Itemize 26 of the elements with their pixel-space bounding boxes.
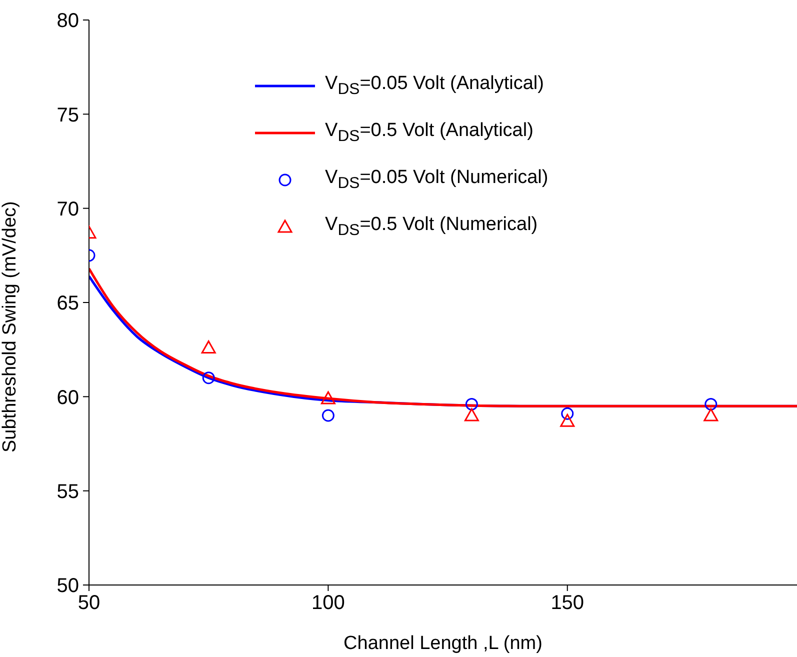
- point: [320, 391, 336, 404]
- y-tick-label: 55: [56, 480, 79, 503]
- y-tick-label: 70: [56, 198, 79, 220]
- point: [322, 409, 334, 422]
- x-axis-title: Channel Length ,L (nm): [344, 633, 542, 654]
- y-axis-title: Subthreshold Swing (mV/dec): [0, 201, 21, 452]
- y-tick-label: 80: [56, 10, 79, 32]
- point: [561, 407, 574, 420]
- x-tick-label: 150: [550, 592, 584, 614]
- point: [704, 398, 718, 410]
- point: [464, 408, 479, 422]
- point: [704, 408, 718, 422]
- legend-label: V$_{DS}$=0.5 Volt (Numerical): [325, 214, 538, 240]
- y-tick-label: 50: [56, 575, 79, 598]
- legend-label: V$_{DS}$=0.05 Volt (Analytical): [325, 72, 544, 98]
- point: [201, 340, 216, 354]
- point: [202, 372, 215, 384]
- y-tick-label: 65: [56, 292, 79, 315]
- point: [560, 414, 575, 427]
- x-tick-label: 50: [78, 592, 100, 614]
- legend-label: V$_{DS}$=0.05 Volt (Numerical): [325, 166, 548, 192]
- x-tick-label: 100: [312, 592, 345, 614]
- legend-label: V$_{DS}$=0.5 Volt (Analytical): [325, 120, 534, 146]
- point: [465, 398, 478, 410]
- y-tick-label: 60: [56, 386, 79, 409]
- y-tick-label: 75: [56, 104, 79, 126]
